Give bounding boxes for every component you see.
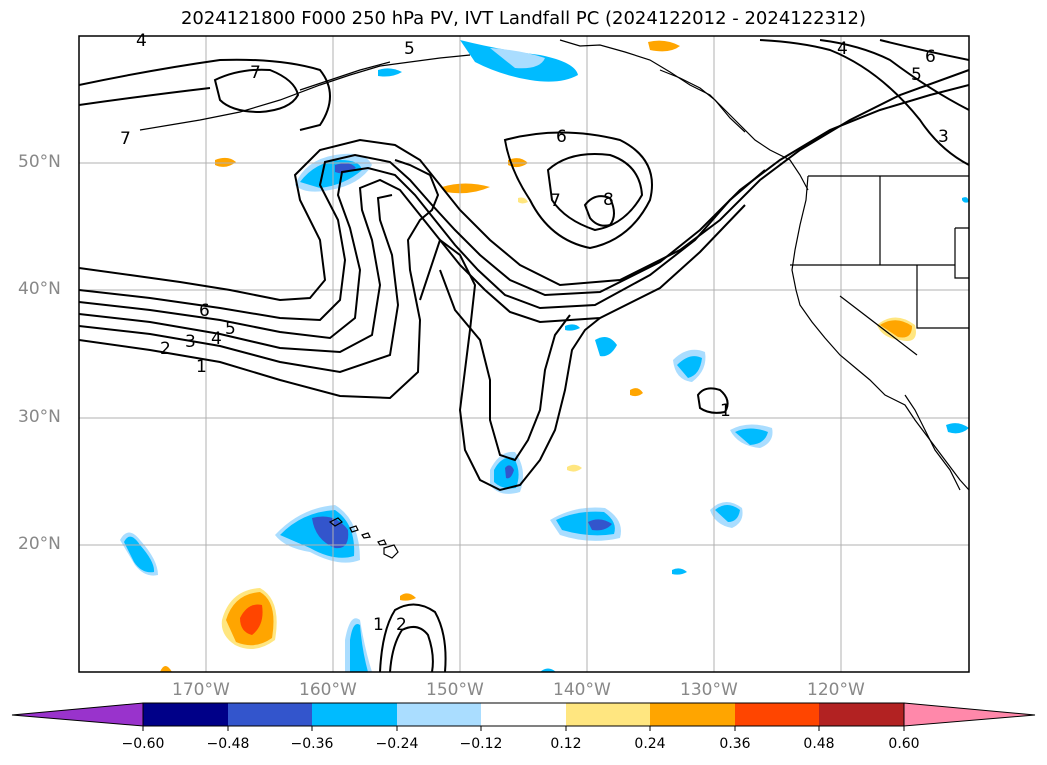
colorbar-extend-high xyxy=(903,702,1036,727)
coastlines xyxy=(139,39,969,559)
lat-label: 40°N xyxy=(18,279,61,299)
contour-label: 2 xyxy=(396,615,407,635)
pv-negative-patch xyxy=(946,423,969,434)
pv-positive-patch xyxy=(160,666,172,672)
pv-negative-patch xyxy=(962,197,969,203)
pv-negative-patch xyxy=(490,48,545,69)
colorbar-extend-low xyxy=(11,702,144,727)
colorbar-tick-label: −0.36 xyxy=(290,736,334,752)
pv-negative-patch xyxy=(677,356,702,378)
contour-label: 6 xyxy=(199,301,210,321)
contour-label: 7 xyxy=(120,129,131,149)
colorbar-tick-label: 0.36 xyxy=(719,736,751,752)
pv-positive-patch xyxy=(400,593,416,601)
ivt-contours xyxy=(79,39,969,672)
colorbar-tick-label: −0.48 xyxy=(206,736,250,752)
contour-label: 2 xyxy=(160,339,171,359)
contour-label: 8 xyxy=(603,190,614,210)
colorbar-tick-label: −0.24 xyxy=(375,736,419,752)
colorbar-tick-label: −0.60 xyxy=(121,736,165,752)
map-title: 2024121800 F000 250 hPa PV, IVT Landfall… xyxy=(180,8,867,29)
pv-negative-patch xyxy=(735,428,768,445)
contour-label: 6 xyxy=(556,127,567,147)
pv-negative-patch xyxy=(540,668,556,672)
pv-positive-patch xyxy=(215,157,236,167)
lon-label: 120°W xyxy=(807,680,865,700)
pv-negative-patch xyxy=(565,324,580,331)
pv-negative-patch xyxy=(595,336,617,357)
pv-positive-patch xyxy=(442,183,490,194)
pv-negative-patch xyxy=(672,568,687,575)
colorbar-tick-label: 0.12 xyxy=(550,736,582,752)
contour-label: 7 xyxy=(550,191,561,211)
pv-negative-patch xyxy=(312,516,349,549)
lon-label: 160°W xyxy=(299,680,357,700)
lat-label: 20°N xyxy=(18,534,61,554)
colorbar-tick-label: 0.48 xyxy=(803,736,835,752)
pv-positive-patch xyxy=(880,320,912,338)
lon-label: 170°W xyxy=(172,680,230,700)
lon-label: 130°W xyxy=(680,680,738,700)
pv-negative-patch xyxy=(588,519,612,531)
pv-negative-patch xyxy=(350,624,368,672)
contour-label: 4 xyxy=(136,31,147,51)
contour-label: 1 xyxy=(720,401,731,421)
pv-positive-patch xyxy=(240,604,263,635)
contour-label: 3 xyxy=(185,332,196,352)
colorbar-tick-label: 0.60 xyxy=(888,736,920,752)
colorbar-tick-label: −0.12 xyxy=(459,736,503,752)
contour-label: 7 xyxy=(250,63,261,83)
contour-label: 5 xyxy=(911,65,922,85)
contour-label: 1 xyxy=(373,615,384,635)
pv-positive-patch xyxy=(518,197,528,204)
colorbar xyxy=(11,702,1036,731)
contour-label: 1 xyxy=(196,357,207,377)
lon-label: 140°W xyxy=(553,680,611,700)
pv-anomaly-fills xyxy=(120,40,969,672)
pv-positive-patch xyxy=(567,464,582,472)
lon-label: 150°W xyxy=(426,680,484,700)
pv-negative-patch xyxy=(505,465,514,479)
contour-label: 5 xyxy=(404,39,415,59)
contour-label: 4 xyxy=(837,39,848,59)
lat-label: 30°N xyxy=(18,407,61,427)
lat-label: 50°N xyxy=(18,152,61,172)
pv-negative-patch xyxy=(124,536,155,573)
pv-positive-patch xyxy=(630,388,643,397)
colorbar-tick-label: 0.24 xyxy=(634,736,666,752)
pv-negative-patch xyxy=(715,505,740,522)
contour-label: 6 xyxy=(925,47,936,67)
contour-label: 3 xyxy=(938,127,949,147)
contour-label: 4 xyxy=(211,329,222,349)
pv-positive-patch xyxy=(648,40,680,52)
pv-negative-patch xyxy=(378,68,402,77)
contour-label: 5 xyxy=(225,319,236,339)
